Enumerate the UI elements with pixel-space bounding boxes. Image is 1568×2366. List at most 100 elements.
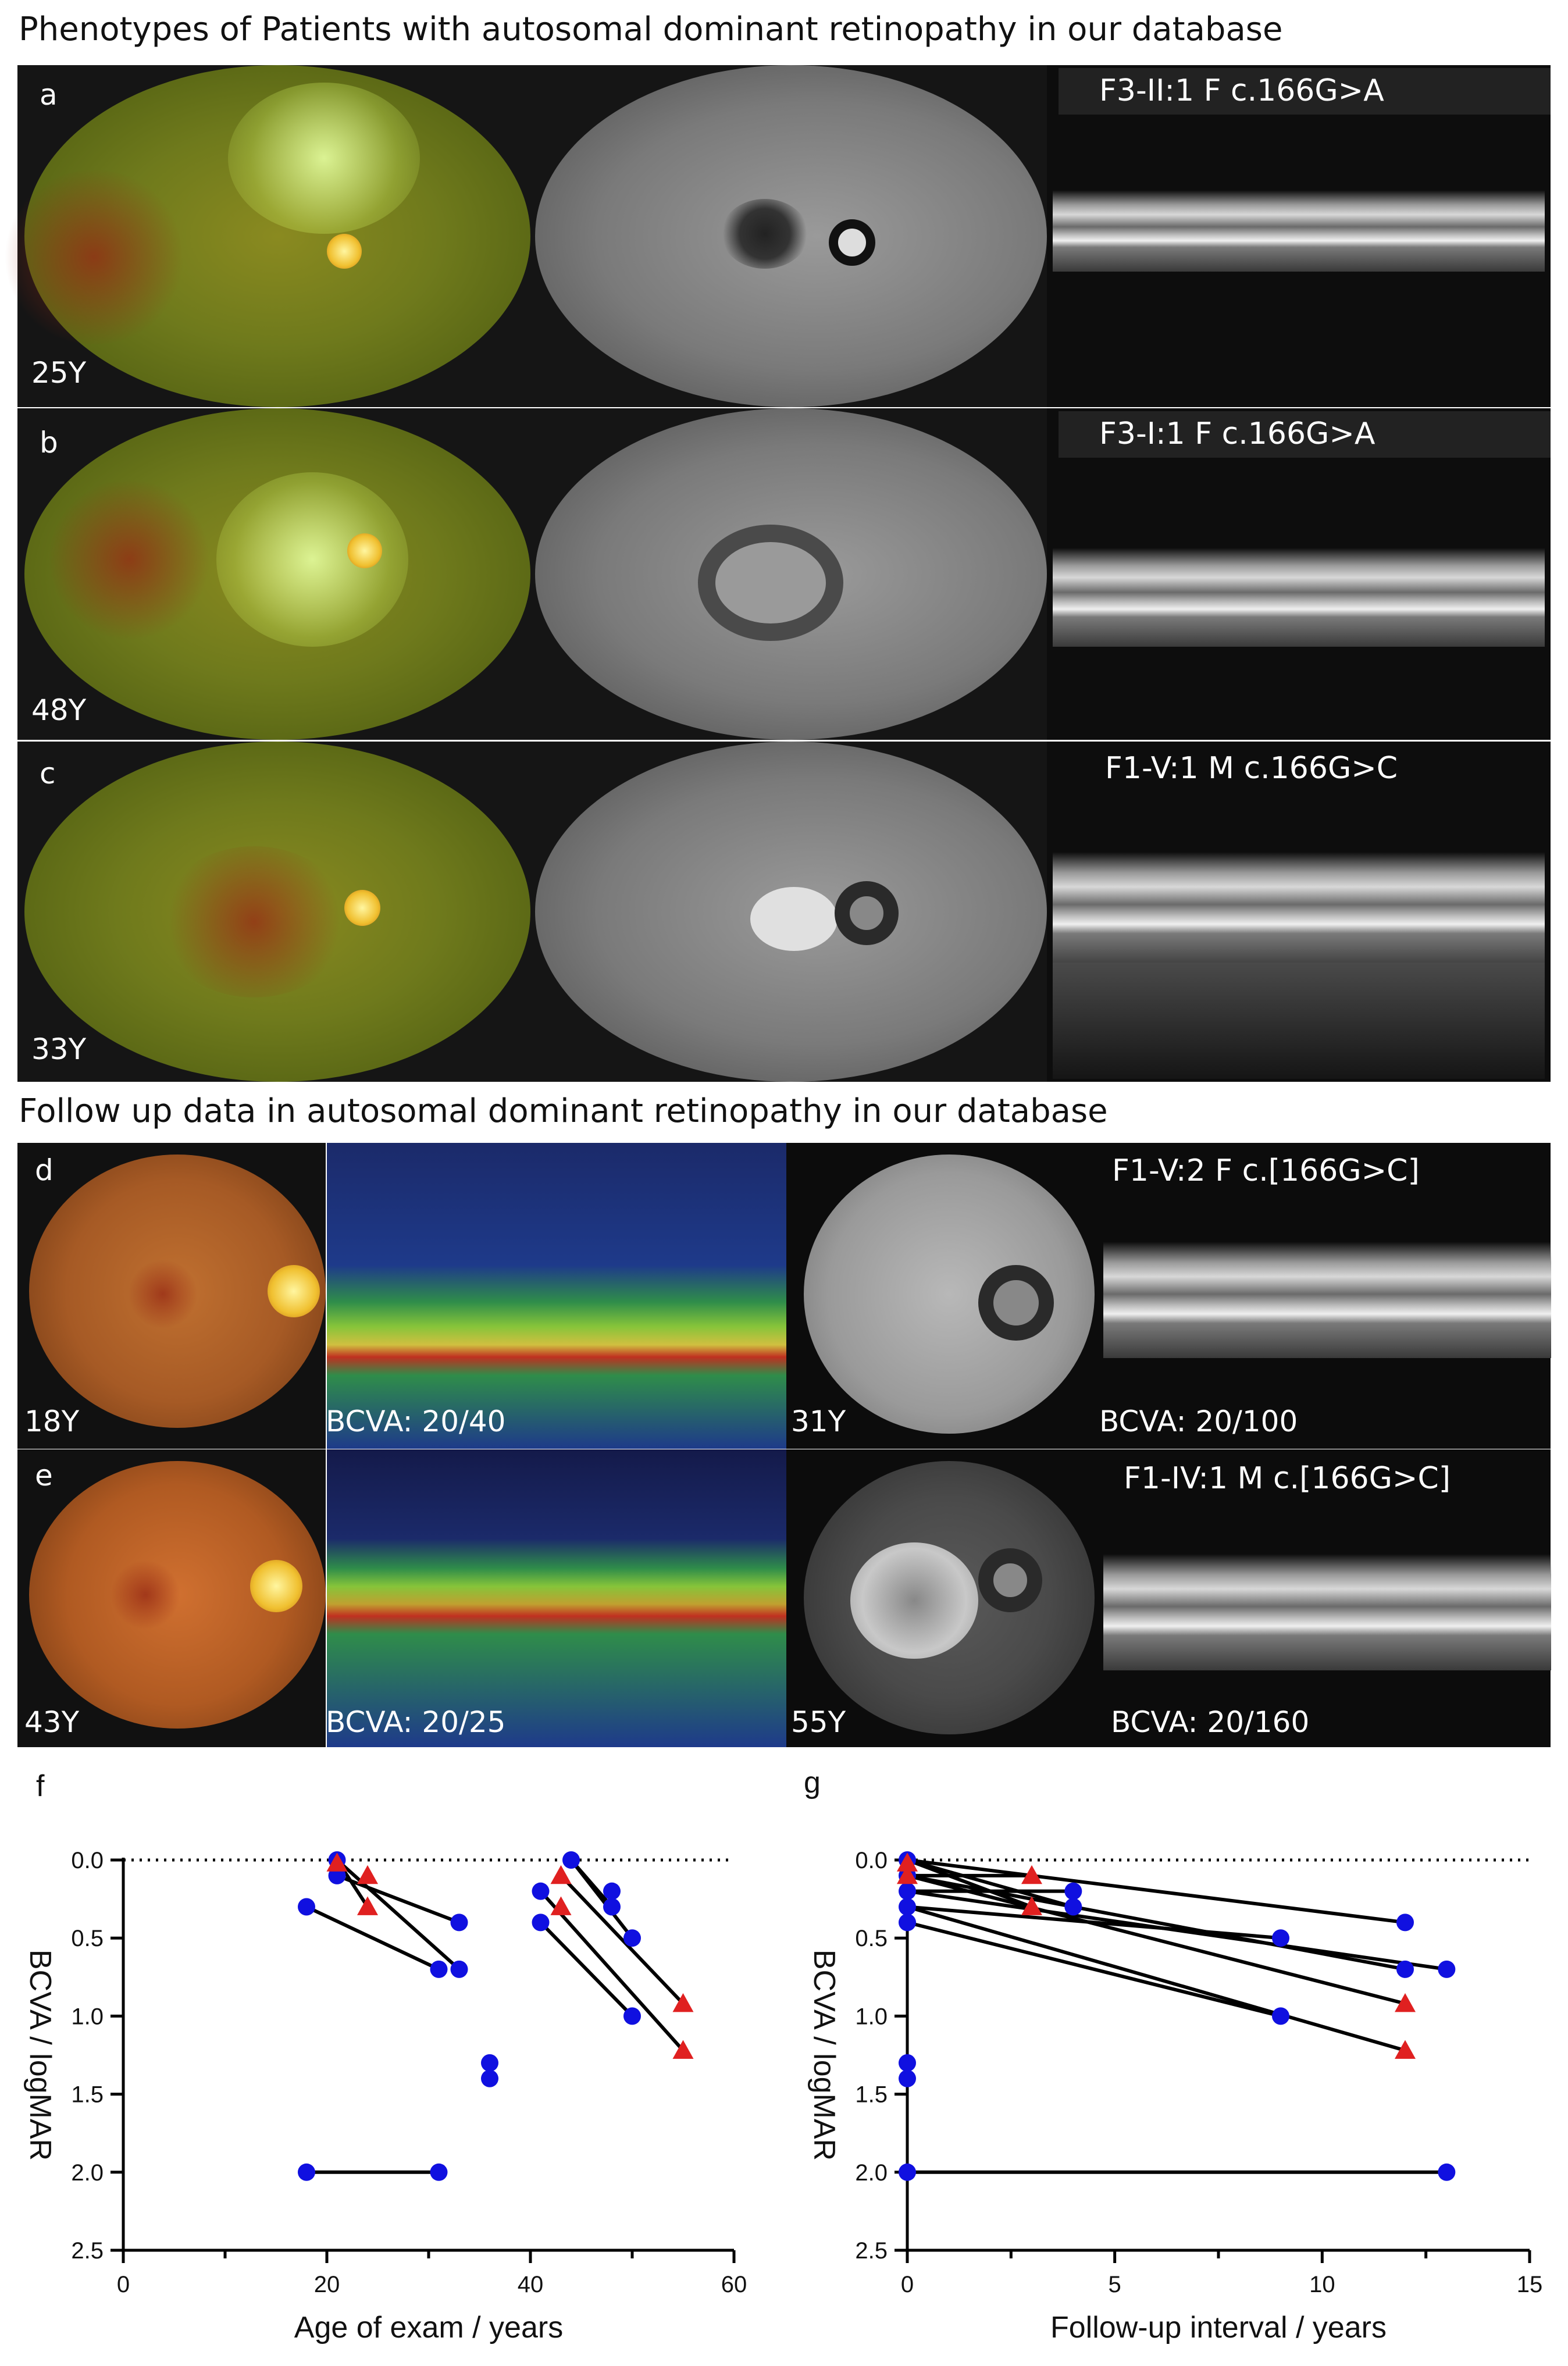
panel-d-oct-color — [327, 1143, 786, 1449]
y-axis-label: BCVA / logMAR — [807, 1950, 841, 2161]
bright-lesion — [850, 1542, 978, 1659]
data-point-triangle — [550, 1865, 572, 1884]
dark-macula — [721, 199, 808, 269]
oct-choroid — [1053, 963, 1545, 1079]
panel-c-fundus-photo — [24, 742, 530, 1082]
x-tick-label: 15 — [1517, 2272, 1543, 2297]
ring-spot — [978, 1548, 1042, 1612]
charts-svg: f 0.0 0.5 1.0 1.5 2.0 2.5 0 20 40 60 Age of exam / … — [23, 1766, 1542, 2344]
panel-d-age-right: 31Y — [791, 1405, 846, 1438]
macula — [111, 1560, 180, 1630]
panel-a-autofluorescence — [535, 65, 1047, 407]
data-point-circle — [450, 1960, 468, 1978]
data-point-circle — [430, 1960, 448, 1978]
optic-disc — [344, 890, 380, 926]
y-tick-label: 1.5 — [855, 2082, 888, 2108]
panel-e-letter: e — [35, 1459, 53, 1492]
data-point-circle — [603, 1898, 621, 1916]
data-point-circle — [430, 2163, 448, 2181]
connector-line — [907, 1905, 1406, 2053]
connector-line — [336, 1874, 460, 1925]
panel-e-fundus-bg — [17, 1449, 326, 1747]
panel-d-autofluorescence — [804, 1155, 1095, 1434]
panel-e-bcva-right: BCVA: 20/160 — [1111, 1705, 1310, 1739]
bright-lesion — [750, 887, 838, 951]
connector-line — [560, 1874, 685, 2005]
phenotypes-title: Phenotypes of Patients with autosomal do… — [19, 10, 1283, 48]
connector-line — [906, 1858, 1033, 1909]
connector-line — [907, 1920, 1281, 2018]
panel-e-bcva-left: BCVA: 20/25 — [326, 1705, 506, 1739]
data-point-triangle — [672, 2040, 694, 2059]
data-point-circle — [1396, 1914, 1414, 1932]
y-tick-label: 2.0 — [855, 2160, 888, 2186]
y-tick-label: 0.0 — [855, 1848, 888, 1873]
data-point-circle — [1272, 2007, 1289, 2025]
x-tick-label: 10 — [1309, 2272, 1335, 2297]
panel-e-oct-label: F1-IV:1 M c.[166G>C] — [1124, 1461, 1451, 1496]
x-axis-label: Age of exam / years — [294, 2311, 563, 2344]
data-point-circle — [1064, 1882, 1082, 1900]
macula — [158, 846, 350, 997]
oct-retina-band — [1053, 548, 1545, 647]
panel-c-oct-label: F1-V:1 M c.166G>C — [1105, 751, 1398, 786]
connector-line — [907, 1858, 1406, 1925]
data-point-triangle — [357, 1896, 378, 1915]
optic-disc — [250, 1560, 302, 1612]
panel-b-letter: b — [40, 426, 58, 459]
panel-e-right-bg: F1-IV:1 M c.[166G>C] — [786, 1449, 1551, 1747]
x-axis-label: Follow-up interval / years — [1050, 2311, 1387, 2344]
macula — [1, 170, 187, 344]
panel-d-age-left: 18Y — [24, 1405, 80, 1438]
panel-c-row: F1-V:1 M c.166G>C c 33Y — [17, 742, 1551, 1082]
data-point-circle — [603, 1882, 621, 1900]
connector-line — [569, 1859, 634, 1940]
panel-a-letter: a — [40, 78, 58, 112]
connector-line — [305, 1905, 440, 1971]
data-point-triangle — [897, 1852, 918, 1872]
x-tick-label: 40 — [518, 2272, 544, 2297]
data-point-triangle — [1395, 2040, 1416, 2059]
data-point-circle — [899, 2069, 916, 2087]
data-point-circle — [1438, 2163, 1456, 2181]
panel-c-autofluorescence — [535, 742, 1047, 1082]
optic-disc — [327, 234, 362, 269]
panel-d-letter: d — [35, 1153, 54, 1187]
data-point-circle — [899, 2163, 916, 2181]
chart-g: g 0.0 0.5 1.0 1.5 2.0 2.5 0 5 10 15 Follow-up inter… — [804, 1766, 1542, 2344]
followup-title: Follow up data in autosomal dominant ret… — [19, 1092, 1108, 1130]
panel-d-bcva-right: BCVA: 20/100 — [1099, 1405, 1298, 1438]
data-point-triangle — [897, 1865, 918, 1884]
x-tick-label: 20 — [314, 2272, 340, 2297]
data-point-circle — [450, 1914, 468, 1932]
optic-disc — [347, 533, 382, 568]
panel-a-fundus-photo — [1, 65, 530, 407]
y-tick-label: 2.5 — [71, 2238, 104, 2264]
panel-a-age: 25Y — [31, 356, 87, 390]
connector-line — [336, 1858, 461, 1971]
panel-letter: f — [36, 1769, 45, 1803]
connector-line — [907, 1873, 1406, 2005]
panel-b-autofluorescence — [535, 408, 1047, 740]
panel-b-fundus-photo — [24, 408, 530, 740]
oct-retina-band — [1053, 852, 1545, 968]
data-point-circle — [1064, 1898, 1082, 1916]
panel-e-age-left: 43Y — [24, 1705, 80, 1739]
ring-spot — [978, 1265, 1054, 1341]
y-tick-label: 2.0 — [71, 2160, 104, 2186]
x-tick-label: 0 — [901, 2272, 914, 2297]
data-point-circle — [1438, 1960, 1456, 1978]
chart-f: f 0.0 0.5 1.0 1.5 2.0 2.5 0 20 40 60 Age of exam / … — [23, 1769, 747, 2344]
data-point-triangle — [357, 1865, 378, 1884]
x-tick-label: 5 — [1109, 2272, 1121, 2297]
optic-disc — [268, 1265, 320, 1317]
y-tick-label: 1.5 — [71, 2082, 104, 2108]
panel-e-row: F1-IV:1 M c.[166G>C] e 43Y BCVA: 20/25 5… — [17, 1449, 1551, 1747]
panel-e-age-right: 55Y — [791, 1705, 846, 1739]
data-point-circle — [298, 1898, 315, 1916]
connector-line — [907, 1873, 1406, 1971]
data-point-circle — [899, 1914, 916, 1932]
macula — [128, 1259, 198, 1329]
panel-a-oct-label: F3-II:1 F c.166G>A — [1099, 73, 1384, 108]
data-point-triangle — [1395, 1993, 1416, 2012]
